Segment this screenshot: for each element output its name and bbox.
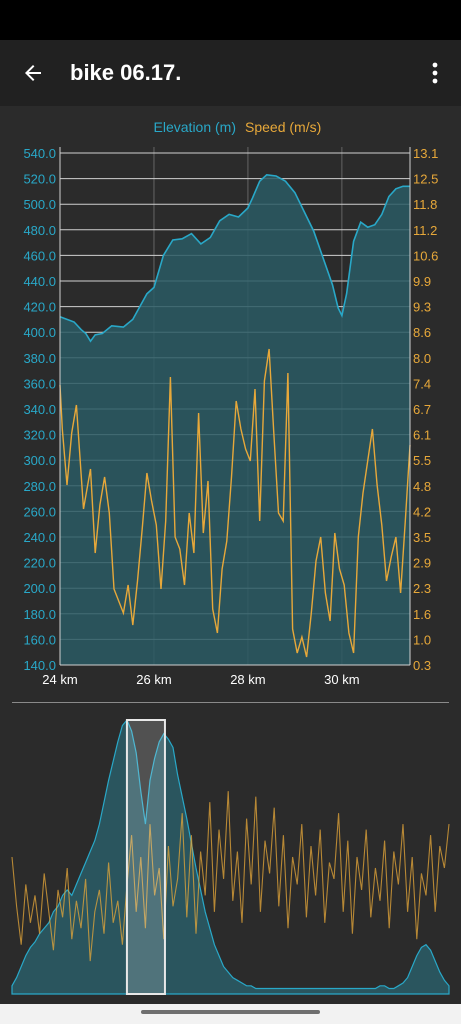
y-right-tick-label: 11.8 <box>413 197 437 212</box>
y-left-tick-label: 240.0 <box>23 530 56 545</box>
y-left-tick-label: 200.0 <box>23 581 56 596</box>
y-right-tick-label: 13.1 <box>413 146 438 161</box>
y-right-tick-label: 10.6 <box>413 248 438 263</box>
y-left-tick-label: 340.0 <box>23 402 56 417</box>
y-right-tick-label: 6.1 <box>413 428 431 443</box>
y-right-tick-label: 3.5 <box>413 530 431 545</box>
y-left-tick-label: 440.0 <box>23 274 56 289</box>
y-right-tick-label: 8.0 <box>413 351 431 366</box>
arrow-left-icon <box>25 65 41 81</box>
y-right-tick-label: 12.5 <box>413 172 438 187</box>
y-right-tick-label: 7.4 <box>413 376 431 391</box>
main-chart[interactable]: Elevation (m) Speed (m/s) 140.0 160.0 180.… <box>0 106 461 700</box>
x-tick-label: 26 km <box>136 672 171 687</box>
y-right-tick-label: 4.8 <box>413 479 431 494</box>
y-right-tick-label: 1.6 <box>413 607 431 622</box>
y-right-tick-label: 6.7 <box>413 402 431 417</box>
x-tick-label: 30 km <box>324 672 359 687</box>
y-right-tick-label: 8.6 <box>413 325 431 340</box>
y-right-tick-label: 9.9 <box>413 274 431 289</box>
app-bar: bike 06.17. <box>0 40 461 106</box>
y-right-tick-label: 1.0 <box>413 632 431 647</box>
x-tick-label: 28 km <box>230 672 265 687</box>
y-left-tick-label: 400.0 <box>23 325 56 340</box>
overview-speed-line <box>11 791 450 962</box>
y-right-tick-label: 4.2 <box>413 504 431 519</box>
y-right-tick-label: 5.5 <box>413 453 431 468</box>
y-left-tick-label: 480.0 <box>23 223 56 238</box>
page-title: bike 06.17. <box>70 60 182 85</box>
speed-series-line <box>59 348 411 658</box>
y-left-tick-label: 500.0 <box>23 197 56 212</box>
elevation-series-line <box>59 173 410 343</box>
status-bar <box>0 0 461 40</box>
y-left-tick-label: 380.0 <box>23 351 56 366</box>
y-right-tick-label: 2.9 <box>413 556 431 571</box>
more-vertical-icon <box>432 62 438 84</box>
y-left-tick-label: 160.0 <box>23 632 56 647</box>
y-left-tick-label: 280.0 <box>23 479 56 494</box>
y-left-tick-label: 540.0 <box>23 146 56 161</box>
navigation-bar <box>0 1004 461 1024</box>
y-right-tick-label: 0.3 <box>413 658 431 673</box>
overview-chart[interactable] <box>0 704 461 1000</box>
y-left-tick-label: 420.0 <box>23 300 56 315</box>
y-left-tick-label: 320.0 <box>23 428 56 443</box>
y-right-tick-label: 11.2 <box>413 223 437 238</box>
y-left-tick-label: 220.0 <box>23 556 56 571</box>
home-gesture-handle[interactable] <box>141 1010 320 1014</box>
y-left-tick-label: 520.0 <box>23 172 56 187</box>
legend-elevation: Elevation (m) <box>154 119 236 135</box>
y-left-tick-label: 360.0 <box>23 376 56 391</box>
overview-selection-window[interactable] <box>125 719 166 995</box>
y-left-tick-label: 260.0 <box>23 504 56 519</box>
y-right-tick-label: 2.3 <box>413 581 431 596</box>
legend-speed: Speed (m/s) <box>245 119 321 135</box>
y-left-tick-label: 140.0 <box>23 658 56 673</box>
y-left-tick-label: 300.0 <box>23 453 56 468</box>
overflow-menu-button[interactable] <box>420 56 450 90</box>
chart-divider <box>12 702 449 703</box>
x-tick-label: 24 km <box>42 672 77 687</box>
overview-elevation-area <box>11 718 450 995</box>
y-right-tick-label: 9.3 <box>413 300 431 315</box>
back-button[interactable] <box>14 54 52 92</box>
y-left-tick-label: 180.0 <box>23 607 56 622</box>
y-left-tick-label: 460.0 <box>23 248 56 263</box>
